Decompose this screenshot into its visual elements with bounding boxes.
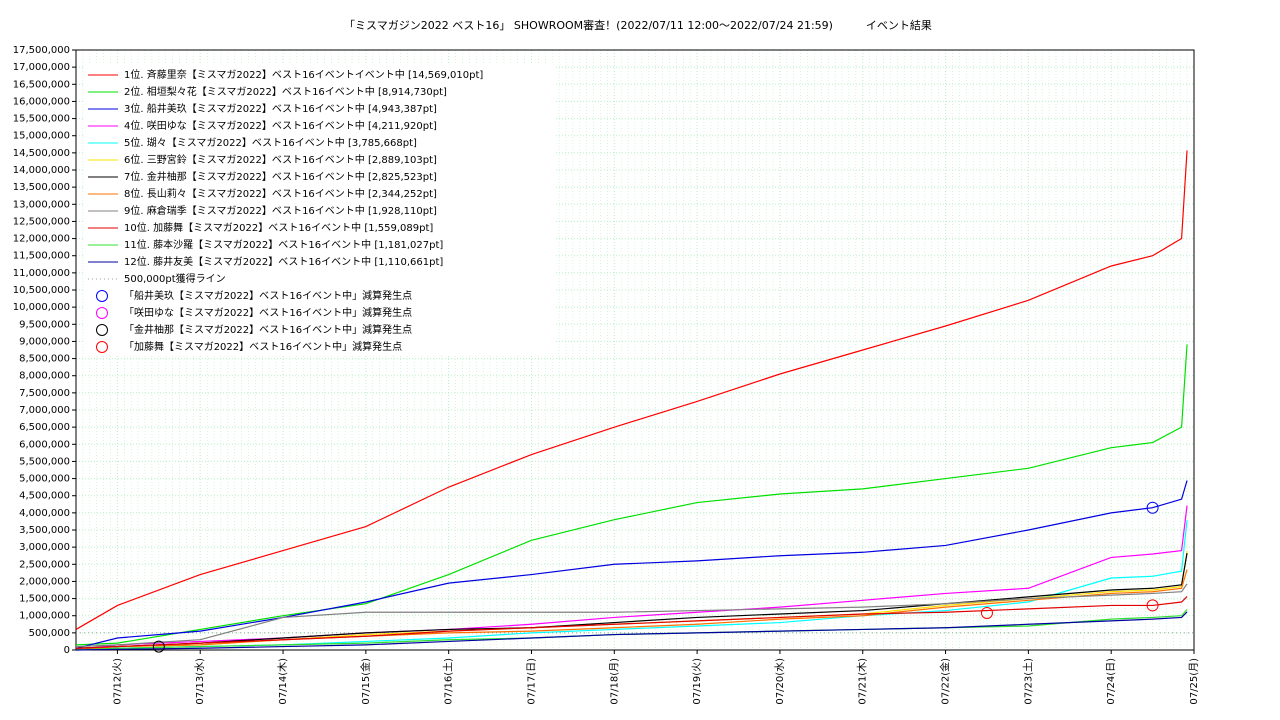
- series-line: [75, 480, 1188, 649]
- legend-label: 8位. 長山莉々【ミスマガ2022】ベスト16イベント中 [2,344,252p…: [124, 187, 437, 200]
- y-tick-label: 11,000,000: [13, 268, 70, 279]
- legend-swatch: [96, 324, 108, 336]
- y-tick-label: 13,500,000: [13, 182, 70, 193]
- y-tick-label: 2,000,000: [19, 576, 70, 587]
- y-tick-label: 8,500,000: [19, 354, 70, 365]
- legend-label: 6位. 三野宮鈴【ミスマガ2022】ベスト16イベント中 [2,889,103p…: [124, 153, 437, 166]
- x-tick-label: 07/19(火): [691, 658, 703, 705]
- x-tick-label: 07/25(月): [1188, 658, 1200, 705]
- x-tick-label: 07/13(水): [194, 658, 206, 705]
- y-tick-label: 17,000,000: [13, 62, 70, 73]
- y-tick-label: 4,000,000: [19, 508, 70, 519]
- y-tick-label: 8,000,000: [19, 371, 70, 382]
- legend-label: 5位. 瑚々【ミスマガ2022】ベスト16イベント中 [3,785,668pt]: [124, 136, 417, 149]
- legend-swatch: [96, 290, 108, 302]
- marker: [980, 606, 993, 619]
- y-tick-label: 7,500,000: [19, 388, 70, 399]
- x-tick-label: 07/12(火): [111, 658, 123, 705]
- y-tick-label: 9,500,000: [19, 319, 70, 330]
- legend-label: 4位. 咲田ゆな【ミスマガ2022】ベスト16イベント中 [4,211,920p…: [124, 119, 437, 132]
- x-tick-label: 07/16(土): [442, 658, 455, 705]
- y-tick-label: 1,000,000: [19, 611, 70, 622]
- legend-label: 1位. 斉藤里奈【ミスマガ2022】ベスト16イベントイベント中 [14,569…: [124, 68, 483, 81]
- legend-swatch: [96, 307, 108, 319]
- series-line: [75, 611, 1188, 651]
- legend-label: 「船井美玖【ミスマガ2022】ベスト16イベント中」減算発生点: [124, 289, 412, 302]
- x-tick-label: 07/20(水): [774, 658, 786, 705]
- y-tick-label: 7,000,000: [19, 405, 70, 416]
- y-tick-label: 14,500,000: [13, 148, 70, 159]
- y-tick-label: 1,500,000: [19, 594, 70, 605]
- legend-label: 9位. 麻倉瑞季【ミスマガ2022】ベスト16イベント中 [1,928,110p…: [124, 204, 437, 217]
- x-tick-label: 07/15(金): [359, 658, 372, 705]
- y-tick-label: 15,500,000: [13, 114, 70, 125]
- legend-label: 「咲田ゆな【ミスマガ2022】ベスト16イベント中」減算発生点: [124, 306, 412, 319]
- series-line: [75, 553, 1188, 649]
- legend-swatch: [96, 341, 108, 353]
- x-tick-label: 07/14(木): [277, 658, 289, 705]
- y-tick-label: 15,000,000: [13, 131, 70, 142]
- y-tick-label: 4,500,000: [19, 491, 70, 502]
- y-tick-label: 11,500,000: [13, 251, 70, 262]
- series-line: [75, 520, 1188, 651]
- y-tick-label: 12,500,000: [13, 216, 70, 227]
- y-tick-label: 16,000,000: [13, 96, 70, 107]
- legend-label: 「金井柚那【ミスマガ2022】ベスト16イベント中」減算発生点: [124, 323, 412, 336]
- legend-label: 「加藤舞【ミスマガ2022】ベスト16イベント中」減算発生点: [124, 340, 402, 353]
- series-line: [75, 344, 1188, 646]
- y-tick-label: 5,500,000: [19, 456, 70, 467]
- y-tick-label: 0: [64, 645, 70, 656]
- x-tick-label: 07/18(月): [608, 658, 620, 705]
- marker: [1146, 501, 1159, 514]
- y-tick-label: 9,000,000: [19, 336, 70, 347]
- chart-title: 「ミスマガジン2022 ベスト16」 SHOWROOM審査！(2022/07/1…: [344, 18, 932, 32]
- legend-label: 2位. 相垣梨々花【ミスマガ2022】ベスト16イベント中 [8,914,730…: [124, 85, 447, 98]
- y-tick-label: 2,500,000: [19, 559, 70, 570]
- y-tick-label: 10,500,000: [13, 285, 70, 296]
- y-tick-label: 16,500,000: [13, 79, 70, 90]
- marker: [152, 640, 165, 653]
- x-tick-label: 07/24(日): [1106, 658, 1117, 705]
- legend-label: 500,000pt獲得ライン: [124, 272, 226, 285]
- x-tick-label: 07/23(土): [1021, 658, 1034, 705]
- plot-frame: [75, 49, 1195, 651]
- y-tick-label: 5,000,000: [19, 474, 70, 485]
- y-tick-label: 500,000: [29, 628, 70, 639]
- legend-box: [84, 63, 554, 356]
- y-tick-label: 14,000,000: [13, 165, 70, 176]
- y-tick-label: 3,500,000: [19, 525, 70, 536]
- series-line: [75, 150, 1188, 630]
- series-line: [75, 596, 1188, 649]
- y-tick-label: 10,000,000: [13, 302, 70, 313]
- x-tick-label: 07/22(金): [939, 658, 952, 705]
- y-tick-label: 3,000,000: [19, 542, 70, 553]
- y-tick-label: 13,000,000: [13, 199, 70, 210]
- y-tick-label: 6,500,000: [19, 422, 70, 433]
- legend-label: 11位. 藤本沙羅【ミスマガ2022】ベスト16イベント中 [1,181,027…: [124, 238, 443, 251]
- y-tick-label: 6,000,000: [19, 439, 70, 450]
- marker: [1146, 599, 1159, 612]
- x-tick-label: 07/17(日): [526, 658, 537, 705]
- legend-label: 3位. 船井美玖【ミスマガ2022】ベスト16イベント中 [4,943,387p…: [124, 102, 437, 115]
- x-tick-label: 07/21(木): [857, 658, 869, 705]
- legend-label: 7位. 金井柚那【ミスマガ2022】ベスト16イベント中 [2,825,523p…: [124, 170, 437, 183]
- legend-label: 10位. 加藤舞【ミスマガ2022】ベスト16イベント中 [1,559,089p…: [124, 221, 433, 234]
- series-line: [75, 583, 1188, 648]
- y-tick-label: 12,000,000: [13, 234, 70, 245]
- legend-label: 12位. 藤井友美【ミスマガ2022】ベスト16イベント中 [1,110,661…: [124, 255, 443, 268]
- y-tick-label: 17,500,000: [13, 45, 70, 56]
